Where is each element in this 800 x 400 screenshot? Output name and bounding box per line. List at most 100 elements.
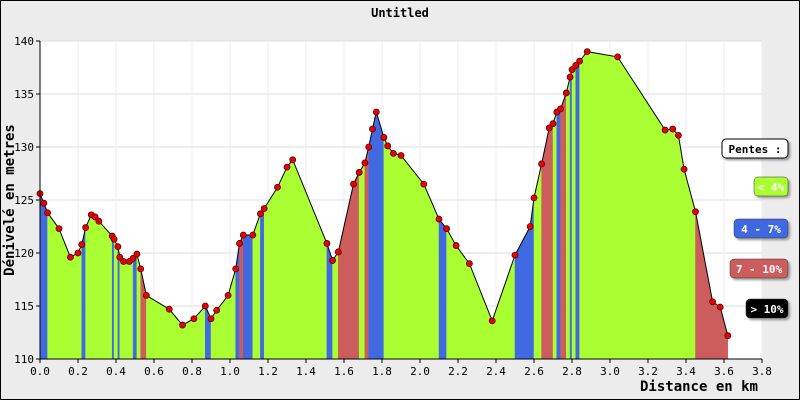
data-point <box>724 332 732 340</box>
slope-segment <box>119 256 124 360</box>
data-point <box>95 217 103 225</box>
slope-segment <box>566 76 571 360</box>
tick-labels: 0.0 0.2 0.4 0.6 0.8 1.0 1.2 1.4 1.6 1.8 2.0 2.2 2.4 2… <box>14 35 772 378</box>
x-tick-label: 1.8 <box>372 365 392 378</box>
y-axis-label: Dénivelé en metres <box>2 124 18 276</box>
data-point <box>260 205 268 212</box>
x-tick-label: 0.4 <box>106 365 126 378</box>
data-point <box>465 260 473 268</box>
data-point <box>224 291 232 299</box>
slope-segment <box>98 220 113 360</box>
data-point <box>435 215 443 223</box>
data-point <box>365 143 373 151</box>
data-point <box>213 306 221 314</box>
data-point <box>249 231 257 239</box>
slope-segment <box>263 186 278 360</box>
data-point <box>55 225 63 233</box>
slope-segment <box>243 234 254 360</box>
legend-item: 4 - 7% <box>733 218 789 239</box>
slope-segment <box>368 128 373 360</box>
slope-segment <box>70 252 79 360</box>
legend-swatch <box>753 176 789 197</box>
slope-segment <box>286 158 293 360</box>
data-point <box>420 180 428 188</box>
data-markers <box>36 48 732 340</box>
slope-segment <box>569 69 573 360</box>
slope-segment <box>672 128 679 360</box>
data-point <box>692 208 699 216</box>
slope-segment <box>47 211 60 360</box>
data-point <box>74 249 82 257</box>
data-point <box>329 257 337 264</box>
data-point <box>568 66 576 74</box>
slope-segment <box>353 172 360 360</box>
slope-segment <box>393 153 402 360</box>
data-point <box>614 53 621 61</box>
slope-segment <box>129 257 134 360</box>
y-tick-label: 130 <box>14 141 34 154</box>
chart-title: Untitled <box>371 6 429 20</box>
slope-segment <box>548 123 554 360</box>
data-point <box>661 126 669 134</box>
data-point <box>583 48 591 55</box>
legend-title: Pentes : <box>721 138 789 159</box>
data-point <box>372 108 380 116</box>
data-point <box>380 134 388 141</box>
data-point <box>137 265 145 273</box>
data-point <box>40 199 48 207</box>
data-point <box>389 149 397 157</box>
x-tick-label: 1.6 <box>334 365 354 378</box>
slope-segment <box>260 207 265 360</box>
slope-segment <box>117 246 121 360</box>
data-point <box>566 73 574 81</box>
legend-title-box <box>721 138 789 159</box>
slope-segment <box>372 111 377 360</box>
data-point <box>355 169 363 176</box>
legend-item: < 4% <box>753 176 789 197</box>
legend-title-text: Pentes : <box>729 143 782 156</box>
data-point <box>82 224 89 231</box>
slope-segment <box>332 251 339 360</box>
data-point <box>669 125 677 133</box>
data-point <box>530 194 538 202</box>
data-point <box>361 159 369 167</box>
slope-segment <box>132 253 138 360</box>
data-point <box>350 180 357 188</box>
data-point <box>207 315 215 323</box>
data-point <box>165 305 173 313</box>
data-point <box>283 163 291 171</box>
legend-item: 7 - 10% <box>729 258 789 279</box>
data-point <box>232 265 240 273</box>
data-point <box>201 302 209 310</box>
slope-segment <box>586 51 618 360</box>
data-point <box>67 253 74 261</box>
slope-segment <box>712 301 721 360</box>
data-point <box>44 209 51 217</box>
data-point <box>289 156 297 164</box>
y-tick-label: 110 <box>14 353 34 366</box>
slope-segment <box>43 203 48 360</box>
legend-label: < 4% <box>758 181 785 194</box>
data-point <box>526 223 534 230</box>
slope-segment <box>556 108 561 360</box>
data-point <box>716 303 724 311</box>
y-tick-label: 125 <box>14 194 34 207</box>
data-point <box>369 125 376 133</box>
x-tick-label: 0.0 <box>30 365 50 378</box>
slope-segment <box>77 244 83 360</box>
slope-segment <box>123 261 130 360</box>
y-tick-label: 140 <box>14 35 34 48</box>
y-tick-label: 135 <box>14 88 34 101</box>
x-axis-label: Distance en km <box>640 379 758 395</box>
data-point <box>675 131 682 139</box>
x-tick-label: 2.4 <box>486 365 506 378</box>
data-point <box>78 241 86 248</box>
x-tick-label: 1.2 <box>258 365 278 378</box>
data-point <box>572 61 580 69</box>
data-point <box>443 225 451 233</box>
data-point <box>142 291 150 299</box>
legend-label: 4 - 7% <box>741 223 781 236</box>
data-point <box>120 258 127 265</box>
data-point <box>239 231 247 239</box>
